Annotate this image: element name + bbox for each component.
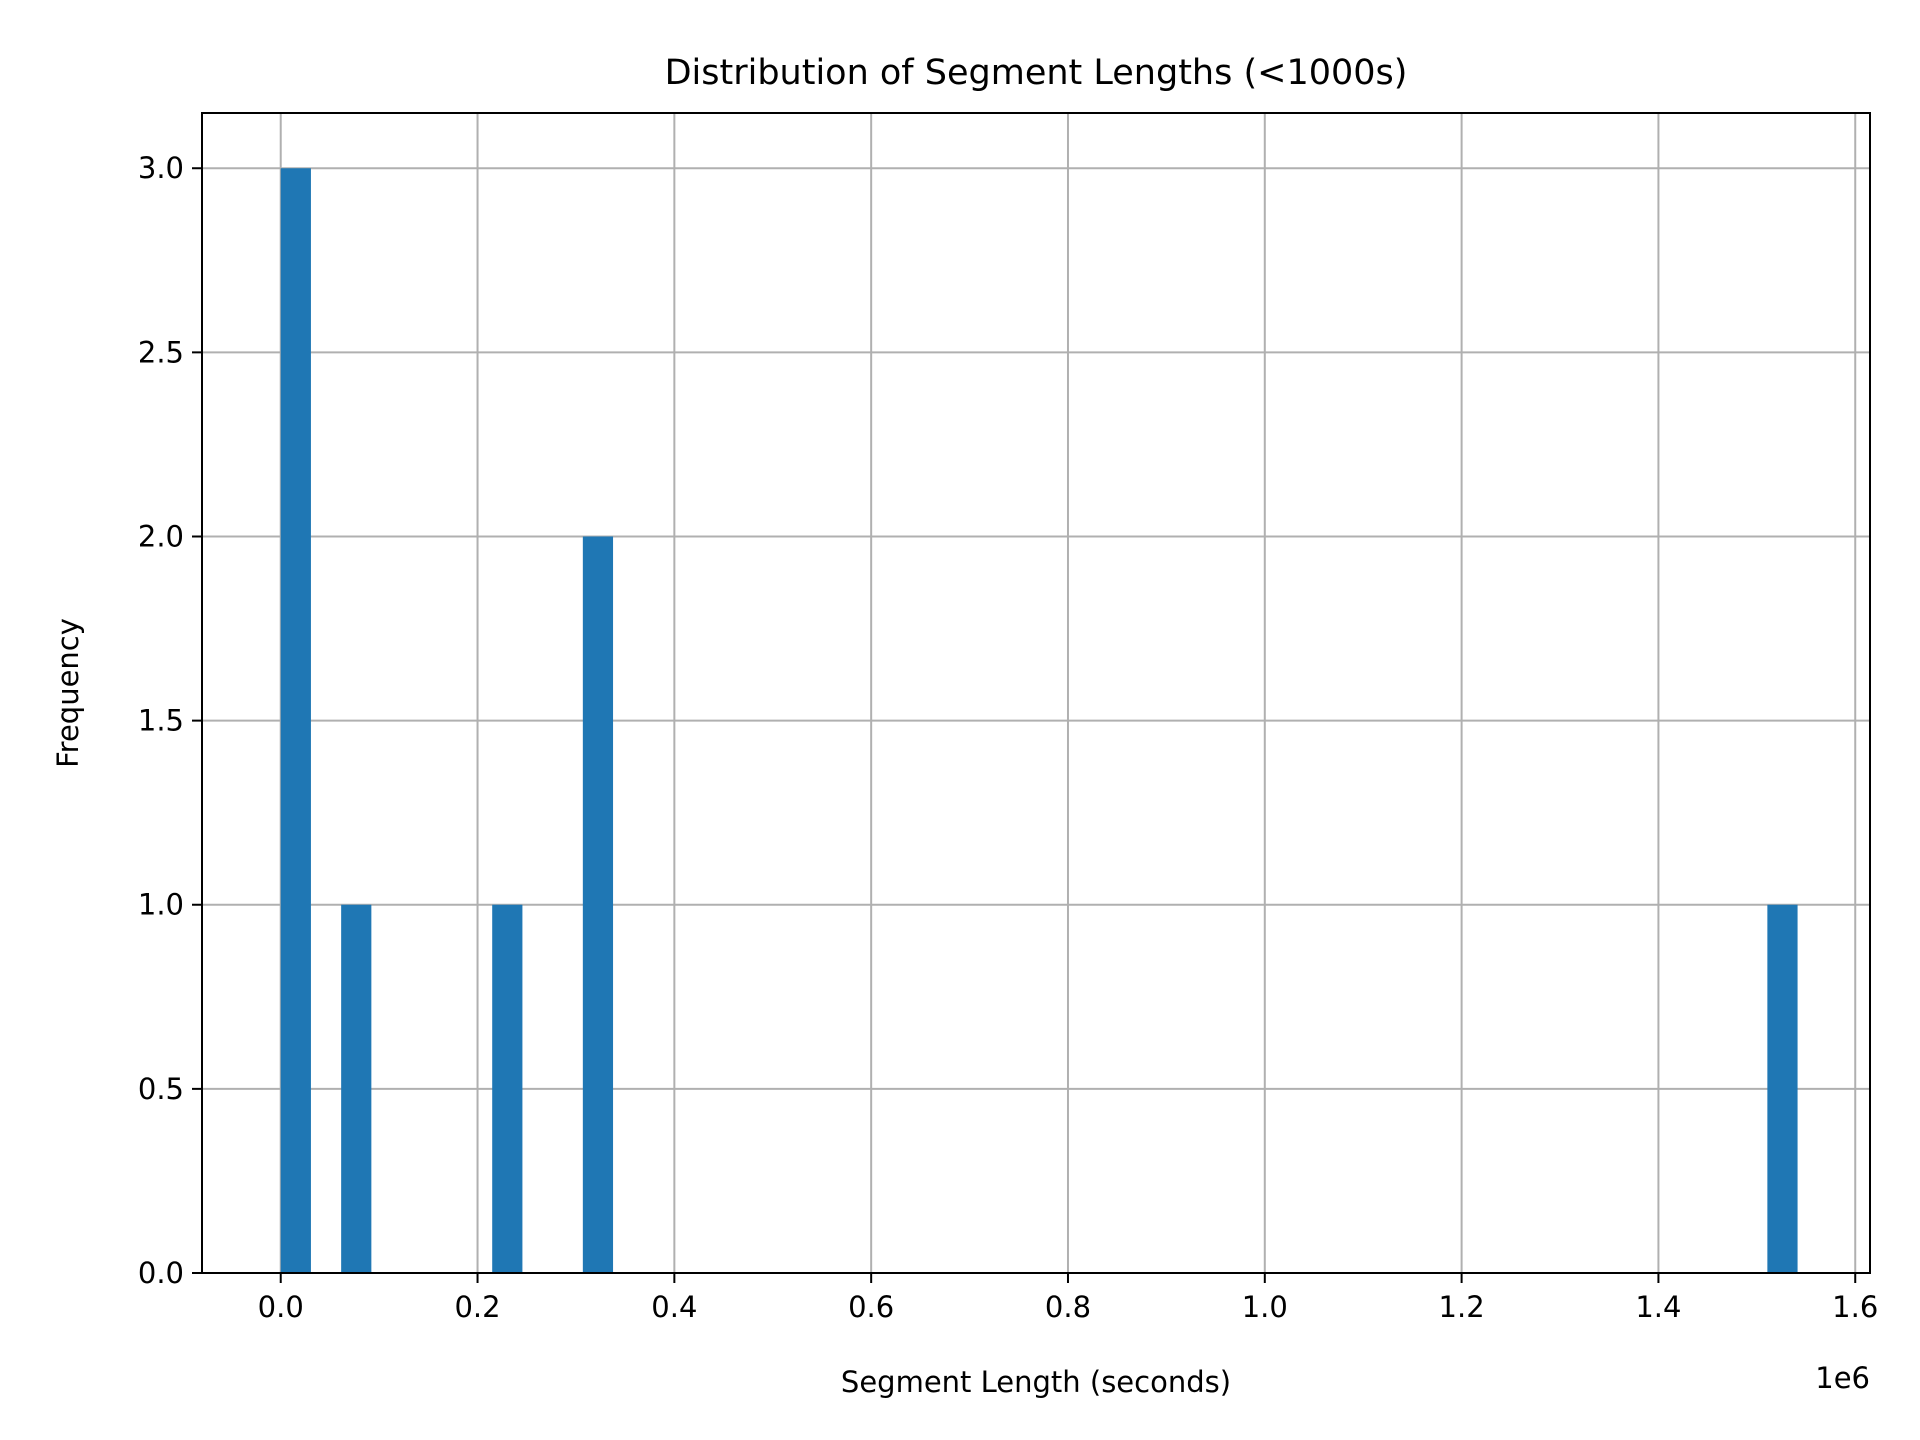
x-tick-label: 1.4 [1635, 1290, 1681, 1324]
bars [280, 168, 1798, 1274]
y-tick-label: 1.5 [138, 704, 184, 738]
y-tick-label: 0.5 [138, 1072, 184, 1106]
x-tick-label: 1.6 [1832, 1290, 1878, 1324]
histogram-bar [1767, 904, 1798, 1273]
chart-title: Distribution of Segment Lengths (<1000s) [665, 53, 1408, 93]
histogram-bar [582, 536, 614, 1273]
histogram-bar [280, 168, 311, 1274]
y-tick-label: 0.0 [138, 1256, 184, 1290]
y-tick-label: 1.0 [138, 888, 184, 922]
y-tick-label: 2.5 [138, 335, 184, 369]
plot-frame [201, 112, 1871, 1274]
x-tick-label: 0.8 [1045, 1290, 1091, 1324]
x-tick-label: 0.0 [258, 1290, 304, 1324]
y-tick-label: 2.0 [138, 519, 184, 553]
x-tick-label: 0.4 [651, 1290, 697, 1324]
x-axis-label: Segment Length (seconds) [841, 1365, 1231, 1399]
y-tick-label: 3.0 [138, 151, 184, 185]
histogram-bar [341, 904, 372, 1273]
ticks: 0.0 0.2 0.4 0.6 0.8 1.0 1.2 1.4 1.6 0.0 0.5 1.0 1.5 2… [138, 151, 1878, 1324]
x-tick-label: 1.2 [1439, 1290, 1485, 1324]
x-tick-label: 1.0 [1242, 1290, 1288, 1324]
x-axis-offset-label: 1e6 [1815, 1361, 1870, 1395]
y-axis-label: Frequency [51, 618, 85, 768]
histogram-bar [492, 904, 523, 1273]
x-tick-label: 0.2 [454, 1290, 500, 1324]
x-tick-label: 0.6 [848, 1290, 894, 1324]
